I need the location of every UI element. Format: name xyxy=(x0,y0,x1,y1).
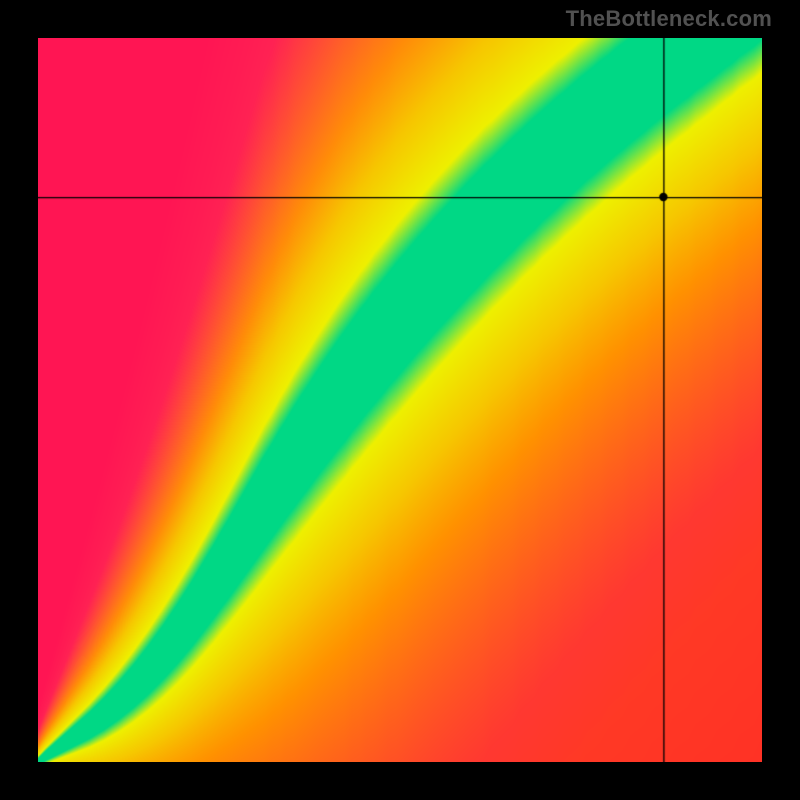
bottleneck-heatmap xyxy=(38,38,762,762)
watermark-text: TheBottleneck.com xyxy=(566,6,772,32)
chart-frame: TheBottleneck.com xyxy=(0,0,800,800)
